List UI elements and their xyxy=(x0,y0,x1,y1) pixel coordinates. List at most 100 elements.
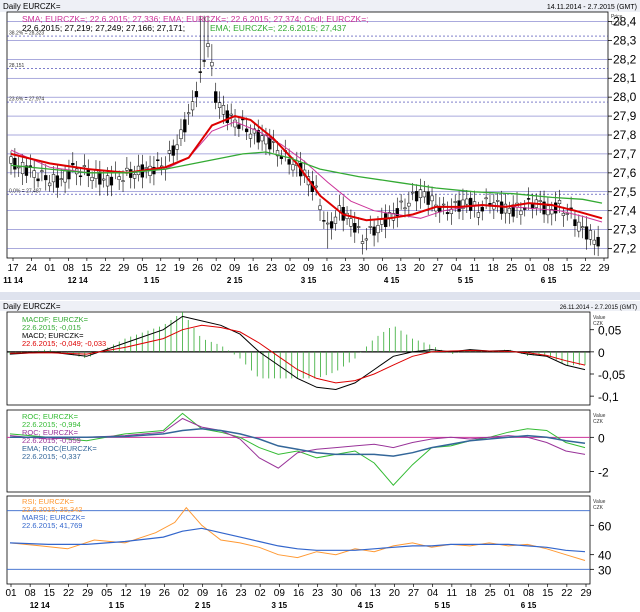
candle-body xyxy=(557,200,562,204)
candle-body xyxy=(117,176,121,180)
macd-ytick-label: -0,1 xyxy=(598,390,619,404)
bottom-xtick-label: 22 xyxy=(63,588,75,599)
candle-body xyxy=(202,60,206,62)
top-xtick-label: 23 xyxy=(340,263,352,274)
candle-body xyxy=(287,159,291,165)
top-xtick-label: 04 xyxy=(451,263,463,274)
top-indicator-lines xyxy=(10,115,603,223)
candle-body xyxy=(90,177,94,182)
candle-body xyxy=(441,203,446,206)
top-xtick-label: 08 xyxy=(543,263,555,274)
candle-body xyxy=(577,221,581,232)
candle-body xyxy=(573,219,577,226)
candle-body xyxy=(399,200,403,203)
candle-body xyxy=(372,226,376,236)
bottom-date-range: 26.11.2014 - 2.7.2015 (GMT) xyxy=(560,305,637,311)
candle-body xyxy=(565,213,569,215)
top-ytick-label: 27,8 xyxy=(613,128,637,142)
panel-separator xyxy=(0,292,640,300)
ema-green-line xyxy=(10,151,603,204)
candle-body xyxy=(63,170,67,183)
bottom-x-axis: 01 08 15 22 29 05 12 19 26 02 09 16 23 02 09 16 23 30 06 13… xyxy=(5,584,592,610)
candle-body xyxy=(465,198,469,205)
roc-legend-0: ROC; EURCZK= xyxy=(22,412,79,421)
roc-legend-4: EMA; ROC(EURCZK= xyxy=(22,444,97,453)
top-ytick-label: 28,2 xyxy=(613,52,637,66)
candle-body xyxy=(78,175,83,178)
top-xtick-label: 26 xyxy=(192,263,204,274)
candle-body xyxy=(214,91,218,103)
bottom-month-label: 1 15 xyxy=(109,601,125,610)
top-legend-line2b: EMA; EURCZK=; 22.6.2015; 27,437 xyxy=(210,23,347,33)
top-xtick-label: 17 xyxy=(7,263,19,274)
top-x-axis: 17 24 01 08 15 22 29 05 12 19 26 02 09 16 23 02 09 16 23 30… xyxy=(3,258,610,285)
candle-body xyxy=(526,198,531,200)
top-xtick-label: 22 xyxy=(580,263,592,274)
ema-red-line xyxy=(10,115,603,222)
top-ytick-label: 27,6 xyxy=(613,166,637,180)
candle-body xyxy=(422,191,426,198)
top-fib-lines: 38.2% = 28,323 28,151 23.6% = 27,974 0.0% =… xyxy=(7,31,608,195)
top-titlebar xyxy=(0,0,640,12)
top-xtick-label: 23 xyxy=(266,263,278,274)
top-month-label: 5 15 xyxy=(458,276,474,285)
top-xtick-label: 11 xyxy=(470,263,481,274)
top-xtick-label: 18 xyxy=(488,263,500,274)
candle-body xyxy=(326,222,330,225)
bottom-xtick-label: 05 xyxy=(101,588,113,599)
top-legend: SMA; EURCZK=; 22.6.2015; 27,336; EMA; EU… xyxy=(22,14,369,33)
candle-body xyxy=(252,128,257,134)
candle-body xyxy=(546,205,550,216)
top-ytick-label: 28,1 xyxy=(613,71,637,85)
candle-body xyxy=(9,156,13,164)
candle-body xyxy=(364,238,369,241)
candle-body xyxy=(414,191,419,202)
candle-body xyxy=(98,171,102,185)
roc-legend: ROC; EURCZK= 22.6.2015; -0,994 ROC; EURC… xyxy=(22,412,97,461)
top-xtick-label: 24 xyxy=(26,263,38,274)
candle-body xyxy=(561,212,566,216)
top-title: Daily EURCZK= xyxy=(3,2,61,11)
candle-body xyxy=(430,195,434,202)
bottom-xtick-label: 08 xyxy=(25,588,37,599)
candle-body xyxy=(13,157,17,170)
top-xtick-label: 13 xyxy=(395,263,407,274)
bottom-xtick-label: 06 xyxy=(350,588,362,599)
candle-body xyxy=(167,150,172,154)
bottom-xtick-label: 26 xyxy=(159,588,171,599)
top-xtick-label: 19 xyxy=(174,263,186,274)
bottom-xtick-label: 11 xyxy=(447,588,458,599)
candle-body xyxy=(47,182,52,187)
bottom-xtick-label: 22 xyxy=(561,588,573,599)
candle-body xyxy=(221,105,226,115)
macd-plot-area xyxy=(6,311,591,406)
top-xtick-label: 27 xyxy=(432,263,444,274)
candle-body xyxy=(256,129,260,143)
candle-body xyxy=(333,216,338,224)
candle-body xyxy=(476,212,481,218)
top-ytick-label: 27,7 xyxy=(613,147,637,161)
candle-body xyxy=(480,206,484,212)
bottom-axis-unit1: Value xyxy=(593,315,606,321)
top-xtick-label: 02 xyxy=(211,263,223,274)
top-xtick-label: 06 xyxy=(377,263,389,274)
top-xtick-label: 01 xyxy=(44,263,56,274)
bottom-xtick-label: 27 xyxy=(408,588,420,599)
top-xtick-label: 22 xyxy=(100,263,112,274)
rsi-ytick-label: 30 xyxy=(598,563,612,577)
macd-ytick-label: -0,05 xyxy=(598,368,626,382)
rsi-legend-0: RSI; EURCZK= xyxy=(22,497,75,506)
candle-body xyxy=(407,202,411,207)
bottom-xtick-label: 23 xyxy=(235,588,247,599)
top-ytick-label: 28,4 xyxy=(613,14,637,28)
macd-ytick-label: 0 xyxy=(598,346,605,360)
top-xtick-label: 15 xyxy=(81,263,93,274)
macd-legend-1: 22.6.2015; -0,015 xyxy=(22,323,81,332)
roc-legend-1: 22.6.2015; -0,994 xyxy=(22,420,81,429)
top-xtick-label: 02 xyxy=(284,263,296,274)
candle-body xyxy=(322,220,326,222)
top-ytick-label: 27,5 xyxy=(613,185,637,199)
candle-body xyxy=(418,189,423,199)
roc-ytick-label: -2 xyxy=(598,466,609,480)
